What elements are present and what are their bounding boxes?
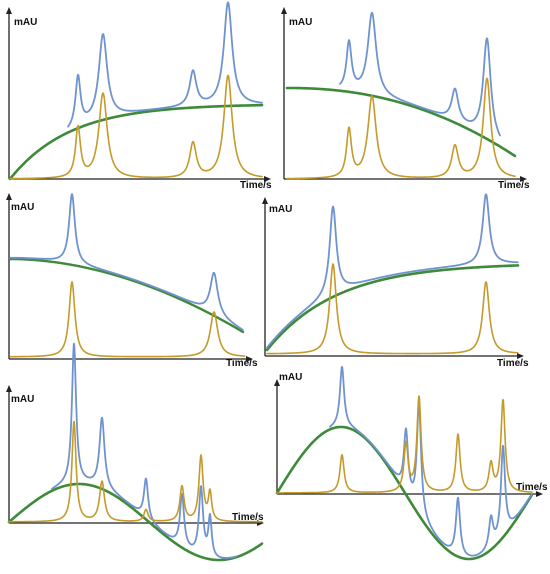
panel-4-axes: [262, 197, 524, 359]
panel-3-peaks-curve: [9, 281, 246, 358]
panel-1-axes: [6, 7, 271, 182]
panel-2-axes: [281, 7, 527, 182]
panel-3-axes: [6, 193, 253, 362]
panel-4-peaks-curve: [266, 263, 519, 355]
panel-1-x-arrow: [264, 176, 271, 182]
panel-1-drift-curve: [8, 103, 264, 181]
panel-1-y-arrow: [6, 7, 12, 14]
panel-2-x-arrow: [520, 176, 527, 182]
panel-6: mAU Time/s: [274, 365, 548, 561]
panel-3-x-label: Time/s: [226, 358, 258, 369]
panel-6-peaks-curve: [276, 395, 533, 494]
panel-5-y-label: mAU: [11, 394, 34, 405]
panel-5-y-arrow: [6, 385, 12, 392]
panel-6-signal-curve: [329, 365, 533, 557]
panel-5-drift-curve: [7, 482, 264, 562]
panel-6-axes: [274, 379, 543, 497]
panel-3-drift-curve: [8, 257, 245, 334]
panel-3-signal-curve: [9, 193, 244, 331]
panel-4-y-label: mAU: [269, 204, 292, 215]
panel-4-y-arrow: [262, 197, 268, 204]
panel-4-x-arrow: [517, 353, 524, 359]
panel-4-drift-curve: [265, 264, 520, 352]
panel-4: mAU Time/s: [262, 193, 529, 369]
panel-5-signal-curve: [51, 342, 237, 559]
panel-2-y-arrow: [281, 7, 287, 14]
panel-2-peaks-curve: [286, 77, 516, 180]
panel-1-y-label: mAU: [14, 17, 37, 28]
panel-3-x-arrow: [246, 356, 253, 362]
panel-2: mAU Time/s: [281, 7, 530, 191]
panel-2-y-label: mAU: [289, 17, 312, 28]
panel-1-peaks-curve: [9, 74, 263, 180]
panel-6-x-label: Time/s: [516, 482, 548, 493]
panel-2-signal-curve: [339, 11, 501, 137]
panel-5: mAU Time/s: [6, 342, 264, 562]
panel-6-x-arrow: [536, 491, 543, 497]
panel-6-drift-curve: [275, 425, 534, 561]
panel-2-x-label: Time/s: [498, 180, 530, 191]
panel-1: mAU Time/s: [6, 1, 272, 191]
panel-5-peaks-curve: [8, 420, 263, 523]
panel-5-x-label: Time/s: [232, 512, 264, 523]
panel-4-signal-curve: [266, 193, 519, 349]
panel-3: mAU Time/s: [6, 193, 258, 369]
panel-6-y-arrow: [274, 379, 280, 386]
panel-1-signal-curve: [67, 1, 263, 128]
panel-2-drift-curve: [285, 86, 517, 158]
panel-4-x-label: Time/s: [497, 358, 529, 369]
panel-3-y-label: mAU: [11, 202, 34, 213]
panel-5-axes: [6, 385, 264, 526]
panel-1-x-label: Time/s: [240, 180, 272, 191]
panel-3-y-arrow: [6, 193, 12, 200]
panel-6-y-label: mAU: [279, 372, 302, 383]
